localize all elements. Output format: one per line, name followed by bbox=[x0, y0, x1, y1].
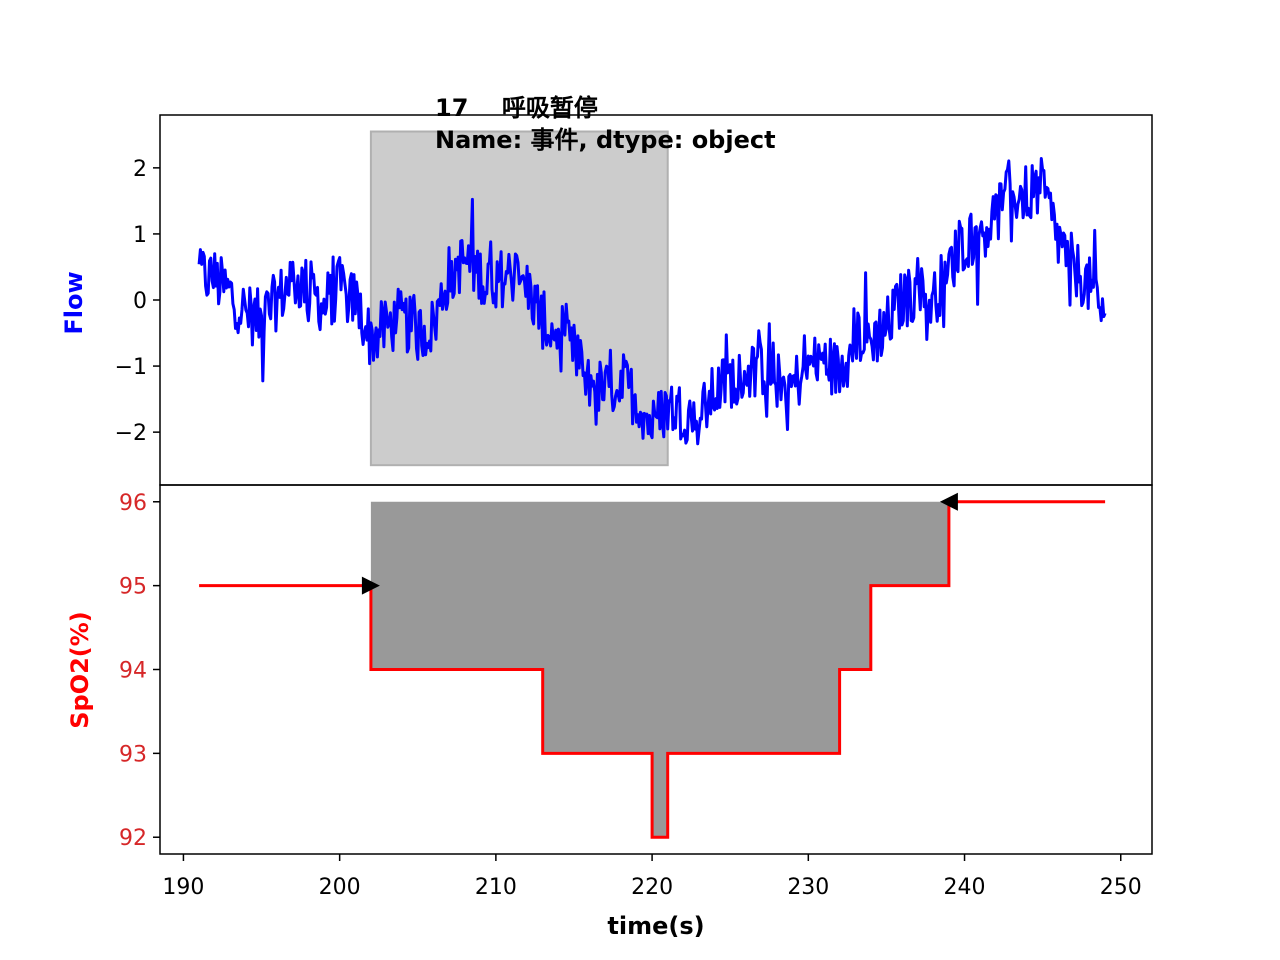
time-x-ticks: 190 200 210 220 230 240 250 bbox=[162, 854, 1142, 900]
apnea-shaded-region bbox=[369, 130, 669, 467]
event-marker-left bbox=[939, 492, 958, 511]
spo2-series-line bbox=[199, 500, 1106, 839]
spo2-y-axis-label: SpO2(%) bbox=[66, 611, 94, 729]
spo2-panel: 96 95 94 93 92 190 200 210 220 230 240 250 SpO2(%)… bbox=[66, 484, 1153, 940]
flow-y-tick-label: 0 bbox=[133, 289, 147, 314]
flow-series-line bbox=[197, 157, 1107, 446]
time-x-tick-label: 210 bbox=[475, 875, 517, 900]
spo2-y-tick-label: 94 bbox=[119, 659, 147, 684]
time-x-tick-label: 200 bbox=[319, 875, 361, 900]
event-marker-right bbox=[361, 576, 380, 595]
flow-y-tick-label: −1 bbox=[115, 355, 147, 380]
spo2-markers bbox=[361, 492, 958, 595]
time-x-tick-label: 240 bbox=[944, 875, 986, 900]
spo2-axes-frame bbox=[159, 484, 1153, 855]
flow-panel: 2 1 0 −1 −2 Flow 17 呼吸暂停 Name: 事件, dtype: ob… bbox=[60, 94, 1153, 486]
flow-y-ticks: 2 1 0 −1 −2 bbox=[115, 157, 160, 446]
flow-y-tick-label: 2 bbox=[133, 157, 147, 182]
spo2-y-tick-label: 93 bbox=[119, 742, 147, 767]
spo2-y-tick-label: 96 bbox=[119, 491, 147, 516]
spo2-y-tick-label: 92 bbox=[119, 826, 147, 851]
time-x-tick-label: 250 bbox=[1100, 875, 1142, 900]
spo2-y-ticks: 96 95 94 93 92 bbox=[119, 491, 160, 851]
time-x-axis-label: time(s) bbox=[607, 912, 704, 940]
chart-title-line-1: 17 呼吸暂停 bbox=[435, 94, 598, 122]
flow-y-tick-label: −2 bbox=[115, 421, 147, 446]
flow-y-axis-label: Flow bbox=[60, 271, 88, 334]
chart-title-line-2: Name: 事件, dtype: object bbox=[435, 126, 776, 154]
flow-y-tick-label: 1 bbox=[133, 223, 147, 248]
spo2-y-tick-label: 95 bbox=[119, 575, 147, 600]
time-x-tick-label: 230 bbox=[787, 875, 829, 900]
time-x-tick-label: 190 bbox=[162, 875, 204, 900]
time-x-tick-label: 220 bbox=[631, 875, 673, 900]
